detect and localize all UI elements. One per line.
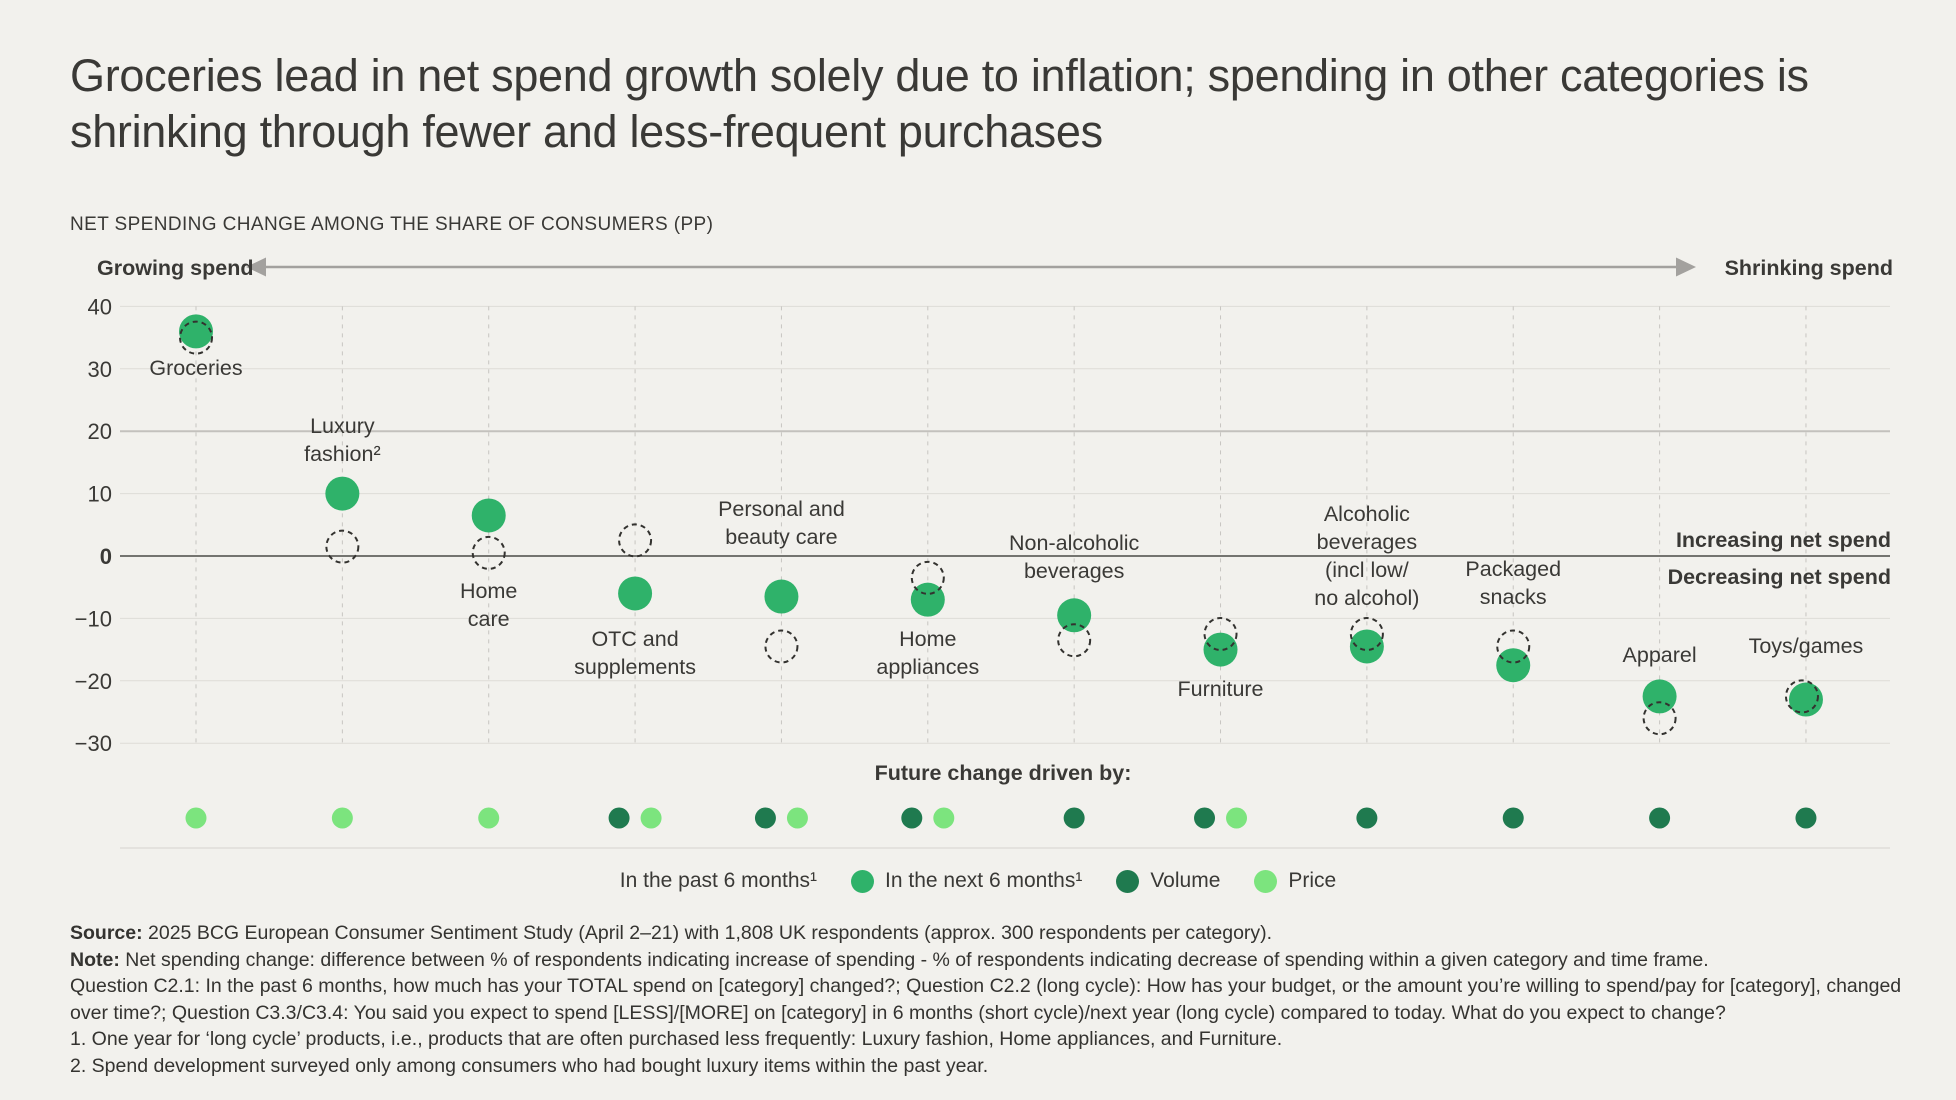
footnotes: Source: 2025 BCG European Consumer Senti… — [70, 920, 1910, 1079]
data-point-next-6-months — [1496, 648, 1531, 683]
driver-dot-volume — [1795, 807, 1817, 829]
data-point-past-6-months — [325, 529, 360, 564]
data-point-next-6-months — [910, 582, 945, 617]
legend-volume-label: Volume — [1150, 869, 1221, 892]
y-tick-label: −10 — [75, 606, 112, 631]
category-label: Alcoholic — [1324, 502, 1410, 526]
data-point-next-6-months — [1057, 598, 1092, 633]
data-point-past-6-months — [179, 320, 213, 355]
legend-item-next: In the next 6 months¹ — [851, 869, 1082, 893]
growing-spend-label: Growing spend — [97, 256, 253, 280]
driver-dot-volume — [1356, 807, 1378, 829]
category-label: OTC and — [591, 627, 678, 651]
driver-dot-volume — [1649, 807, 1671, 829]
category-label: care — [468, 607, 510, 631]
driver-dot-volume — [1502, 807, 1524, 829]
category-label: beverages — [1317, 530, 1417, 554]
driver-dot-price — [331, 807, 353, 829]
drivers-title: Future change driven by: — [875, 761, 1132, 785]
category-label: no alcohol) — [1314, 586, 1419, 610]
footnote-line: 2. Spend development surveyed only among… — [70, 1054, 989, 1077]
category-label: Non-alcoholic — [1009, 531, 1140, 555]
driver-dot-price — [933, 807, 955, 829]
data-point-next-6-months — [764, 579, 799, 614]
next-6-months-dot-icon — [851, 869, 875, 893]
y-tick-label: 0 — [100, 544, 112, 569]
driver-dot-price — [786, 807, 808, 829]
legend-item-past: In the past 6 months¹ — [620, 869, 817, 893]
data-point-next-6-months — [1788, 682, 1823, 717]
chart-subtitle: NET SPENDING CHANGE AMONG THE SHARE OF C… — [70, 214, 714, 235]
category-label: (incl low/ — [1325, 558, 1409, 582]
price-dot-icon — [1254, 869, 1278, 893]
category-label: Home — [460, 579, 517, 603]
data-point-past-6-months — [764, 629, 799, 664]
driver-dot-volume — [754, 807, 776, 829]
footnote-line: Note: Net spending change: difference be… — [70, 948, 1709, 971]
y-tick-label: 10 — [88, 482, 112, 507]
increasing-net-spend-label: Increasing net spend — [1676, 528, 1891, 552]
category-label: beauty care — [725, 525, 837, 549]
driver-dot-price — [185, 807, 207, 829]
category-label: fashion² — [304, 442, 381, 466]
data-point-next-6-months — [325, 476, 360, 511]
data-point-past-6-months — [1203, 617, 1238, 651]
data-point-next-6-months — [179, 314, 213, 349]
category-label: Home — [899, 627, 956, 651]
category-label: beverages — [1024, 559, 1124, 583]
footnote-line: Question C2.1: In the past 6 months, how… — [70, 975, 1902, 997]
data-point-next-6-months — [1349, 629, 1384, 664]
legend-item-price: Price — [1254, 869, 1336, 893]
legend-item-volume: Volume — [1116, 869, 1220, 893]
shrinking-spend-label: Shrinking spend — [1725, 256, 1893, 280]
data-point-past-6-months — [1784, 679, 1819, 714]
legend-next-label: In the next 6 months¹ — [885, 869, 1083, 892]
data-point-past-6-months — [910, 560, 945, 595]
data-point-next-6-months — [618, 576, 653, 611]
data-point-past-6-months — [1642, 701, 1677, 736]
y-tick-label: 40 — [88, 294, 112, 319]
arrow-left-icon — [246, 257, 266, 277]
y-tick-label: 20 — [88, 419, 112, 444]
data-point-past-6-months — [471, 535, 506, 570]
category-label: Toys/games — [1749, 634, 1864, 658]
category-label: Furniture — [1177, 677, 1263, 701]
legend-past-label: In the past 6 months¹ — [619, 869, 818, 892]
page-title: Groceries lead in net spend growth solel… — [70, 50, 1809, 157]
category-label: appliances — [876, 655, 979, 679]
data-point-past-6-months — [1496, 629, 1531, 664]
footnote-line: Source: 2025 BCG European Consumer Senti… — [70, 922, 1273, 944]
footnote-line: over time?; Question C3.3/C3.4: You said… — [70, 1001, 1726, 1024]
volume-dot-icon — [1116, 869, 1140, 893]
category-label: Personal and — [718, 497, 845, 521]
y-tick-label: −20 — [75, 669, 112, 694]
driver-dot-volume — [1063, 807, 1085, 829]
driver-dot-volume — [1194, 807, 1216, 829]
category-label: Apparel — [1623, 643, 1697, 667]
data-point-next-6-months — [471, 498, 506, 533]
driver-dot-volume — [901, 807, 923, 829]
y-tick-label: 30 — [88, 357, 112, 382]
category-label: snacks — [1480, 585, 1547, 609]
footnote-line: 1. One year for ‘long cycle’ products, i… — [70, 1028, 1283, 1050]
driver-dot-volume — [608, 807, 630, 829]
driver-dot-price — [1226, 807, 1248, 829]
category-label: supplements — [574, 655, 696, 679]
arrow-right-icon — [1676, 257, 1696, 277]
legend-price-label: Price — [1288, 869, 1337, 892]
data-point-next-6-months — [1642, 679, 1677, 714]
chart-legend: In the past 6 months¹ In the next 6 mont… — [0, 869, 1956, 893]
decreasing-net-spend-label: Decreasing net spend — [1668, 565, 1891, 589]
data-point-past-6-months — [1349, 617, 1384, 651]
y-tick-label: −30 — [75, 731, 112, 756]
category-label: Packaged — [1465, 557, 1561, 581]
category-label: Groceries — [149, 356, 242, 380]
data-point-past-6-months — [1057, 623, 1092, 658]
category-label: Luxury — [310, 414, 375, 438]
driver-dot-price — [640, 807, 662, 829]
data-point-past-6-months — [618, 523, 653, 558]
data-point-next-6-months — [1203, 632, 1238, 667]
driver-dot-price — [478, 807, 500, 829]
